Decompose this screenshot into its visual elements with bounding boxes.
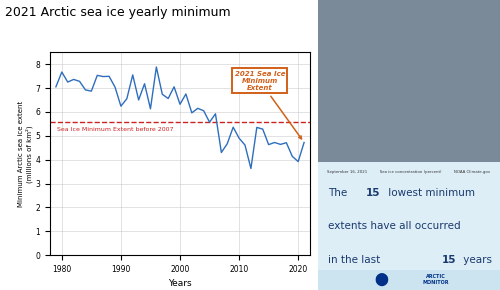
Text: 2021 Sea Ice
Minimum
Extent: 2021 Sea Ice Minimum Extent	[234, 71, 302, 139]
Text: September 16, 2021          Sea ice concentration (percent)          NOAA Climat: September 16, 2021 Sea ice concentration…	[327, 170, 490, 174]
Text: 15: 15	[442, 255, 456, 264]
Y-axis label: Minimum Arctic sea ice extent
(millions of km²): Minimum Arctic sea ice extent (millions …	[18, 101, 32, 207]
Text: ARCTIC
MONITOR: ARCTIC MONITOR	[423, 274, 450, 285]
Text: The: The	[328, 188, 351, 198]
FancyBboxPatch shape	[318, 270, 500, 290]
Text: 15: 15	[366, 188, 380, 198]
Text: 2021 Arctic sea ice yearly minimum: 2021 Arctic sea ice yearly minimum	[5, 6, 230, 19]
Text: in the last: in the last	[328, 255, 384, 264]
Text: ⬤: ⬤	[374, 273, 388, 287]
Text: extents have all occurred: extents have all occurred	[328, 221, 461, 231]
Text: years: years	[460, 255, 492, 264]
X-axis label: Years: Years	[168, 280, 192, 289]
Text: Sea Ice Minimum Extent before 2007: Sea Ice Minimum Extent before 2007	[57, 127, 174, 133]
Text: lowest minimum: lowest minimum	[385, 188, 475, 198]
FancyBboxPatch shape	[318, 162, 500, 290]
FancyBboxPatch shape	[318, 0, 500, 162]
